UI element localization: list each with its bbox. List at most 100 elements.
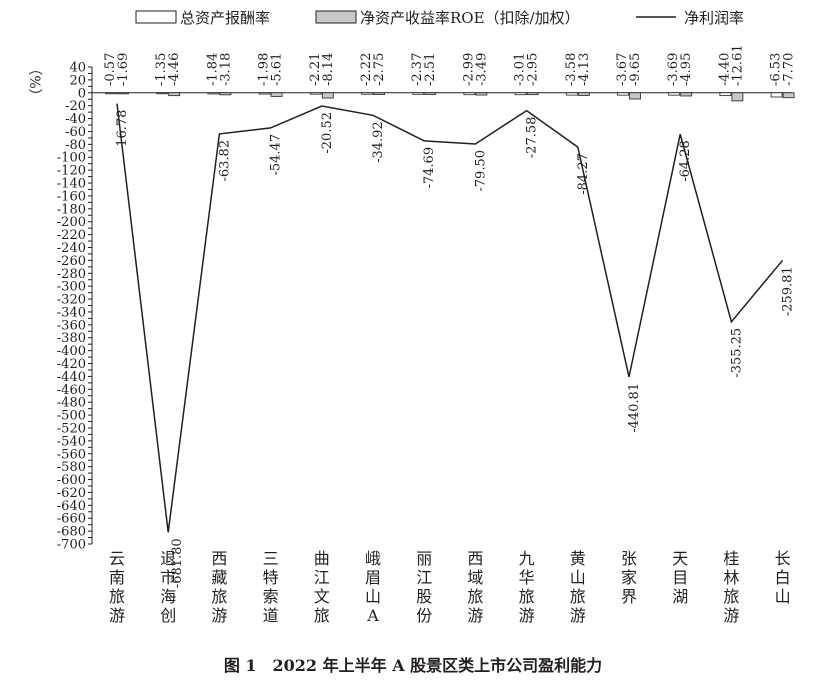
label-total-asset-return-group: -3.69 <box>666 53 681 86</box>
label-roe: -4.46 <box>167 53 182 86</box>
category-label-char: 旅 <box>570 587 586 606</box>
bar-total-asset-return <box>258 92 271 95</box>
label-roe-group: -12.61 <box>730 44 745 86</box>
bar-total-asset-return <box>668 92 681 96</box>
y-tick-label: -320 <box>57 293 86 308</box>
label-total-asset-return: -3.58 <box>564 53 579 86</box>
label-total-asset-return: -1.35 <box>154 53 169 86</box>
category-label-char: 湖 <box>672 587 688 606</box>
label-roe: -12.61 <box>730 44 745 86</box>
category-label-char: 文 <box>314 587 330 606</box>
category-label-char: 长 <box>775 549 791 568</box>
data-labels: -0.57-1.69-16.78-1.35-4.46-681.80-1.84-3… <box>103 44 797 588</box>
legend-swatch-roe <box>315 10 357 24</box>
category-label-char: 退 <box>160 549 176 568</box>
label-roe-group: -4.13 <box>577 53 592 86</box>
label-net-profit-margin: -259.81 <box>781 266 796 316</box>
label-net-profit-margin-group: -63.82 <box>217 140 232 182</box>
label-roe-group: -2.95 <box>526 53 541 86</box>
category-label-char: 旅 <box>314 606 330 625</box>
legend: 总资产报酬率 净资产收益率ROE（扣除/加权） 净利润率 <box>135 9 744 27</box>
label-roe: -5.61 <box>270 53 285 86</box>
y-tick-label: -440 <box>57 370 86 385</box>
bar-total-asset-return <box>207 92 220 95</box>
y-tick-label: -100 <box>57 151 86 166</box>
label-roe: -3.18 <box>218 53 233 86</box>
bar-total-asset-return <box>105 92 117 95</box>
category-label-char: 桂 <box>723 549 739 568</box>
label-roe: -4.13 <box>577 53 592 86</box>
chart-title: 图 1 2022 年上半年 A 股景区类上市公司盈利能力 <box>224 656 602 675</box>
category-label-char: 天 <box>672 549 688 568</box>
label-roe: -7.70 <box>782 53 797 86</box>
bar-roe <box>117 92 129 95</box>
bar-roe <box>168 92 181 97</box>
category-label-char: 份 <box>416 606 432 625</box>
bar-roe <box>680 92 693 97</box>
category-label-char: 三 <box>263 549 279 568</box>
y-tick-label: -280 <box>57 267 86 282</box>
y-axis-unit: （%） <box>26 61 42 102</box>
bar-total-asset-return <box>565 92 578 96</box>
y-tick-label: -200 <box>57 215 86 230</box>
category-label-char: 游 <box>570 606 586 625</box>
category-label-char: 家 <box>621 568 637 587</box>
label-roe: -3.49 <box>474 53 489 86</box>
y-tick-label: -140 <box>57 177 86 192</box>
category-label-char: 游 <box>211 606 227 625</box>
category-label-char: 海 <box>160 587 176 606</box>
category-label-char: 南 <box>109 568 125 587</box>
net-profit-margin-line <box>116 103 784 533</box>
label-net-profit-margin: -74.69 <box>422 147 437 189</box>
bar-roe <box>321 92 334 99</box>
category-label-char: A <box>366 606 379 625</box>
bar-total-asset-return <box>463 92 476 96</box>
label-total-asset-return-group: -2.22 <box>359 53 374 86</box>
bar-roe <box>577 92 590 96</box>
label-net-profit-margin-group: -64.28 <box>678 140 693 182</box>
label-net-profit-margin-group: -27.58 <box>525 117 540 159</box>
bar-roe <box>475 92 488 96</box>
bar-roe <box>270 92 283 97</box>
y-tick-label: -700 <box>57 538 86 553</box>
category-label-char: 域 <box>467 568 483 587</box>
category-label-char: 游 <box>109 606 125 625</box>
category-label: 西藏旅游 <box>211 549 227 625</box>
category-label: 张家界 <box>621 549 637 606</box>
category-label: 长白山 <box>775 549 791 606</box>
label-roe: -8.14 <box>321 53 336 86</box>
label-net-profit-margin: -64.28 <box>678 140 693 182</box>
label-total-asset-return: -1.98 <box>257 53 272 86</box>
y-tick-label: -20 <box>65 99 86 114</box>
label-total-asset-return-group: -2.37 <box>410 53 425 86</box>
label-net-profit-margin-group: -440.81 <box>627 383 642 433</box>
label-total-asset-return-group: -0.57 <box>103 53 118 86</box>
label-roe: -1.69 <box>116 53 131 86</box>
category-label-char: 山 <box>365 587 381 606</box>
bar-total-asset-return <box>514 92 527 96</box>
y-tick-label: 0 <box>78 86 86 101</box>
category-label-char: 游 <box>723 606 739 625</box>
label-roe-group: -3.49 <box>474 53 489 86</box>
bar-roe <box>424 92 437 95</box>
label-net-profit-margin-group: -84.27 <box>576 153 591 195</box>
label-total-asset-return: -3.67 <box>615 53 630 86</box>
category-label: 九华旅游 <box>519 549 535 625</box>
y-tick-label: -420 <box>57 357 86 372</box>
category-label: 丽江股份 <box>416 549 432 625</box>
category-label: 云南旅游 <box>109 549 125 625</box>
category-label-char: 股 <box>416 587 432 606</box>
y-tick-label: -180 <box>57 202 86 217</box>
category-label-char: 山 <box>570 568 586 587</box>
category-label-char: 峨 <box>365 549 381 568</box>
y-tick-label: -160 <box>57 189 86 204</box>
y-tick-label: -120 <box>57 164 86 179</box>
label-total-asset-return: -2.22 <box>359 53 374 86</box>
label-net-profit-margin: -34.92 <box>371 121 386 163</box>
bar-roe <box>782 92 795 99</box>
category-label-char: 丽 <box>416 549 432 568</box>
label-roe-group: -8.14 <box>321 53 336 86</box>
label-net-profit-margin: -355.25 <box>729 328 744 378</box>
y-tick-label: -380 <box>57 331 86 346</box>
